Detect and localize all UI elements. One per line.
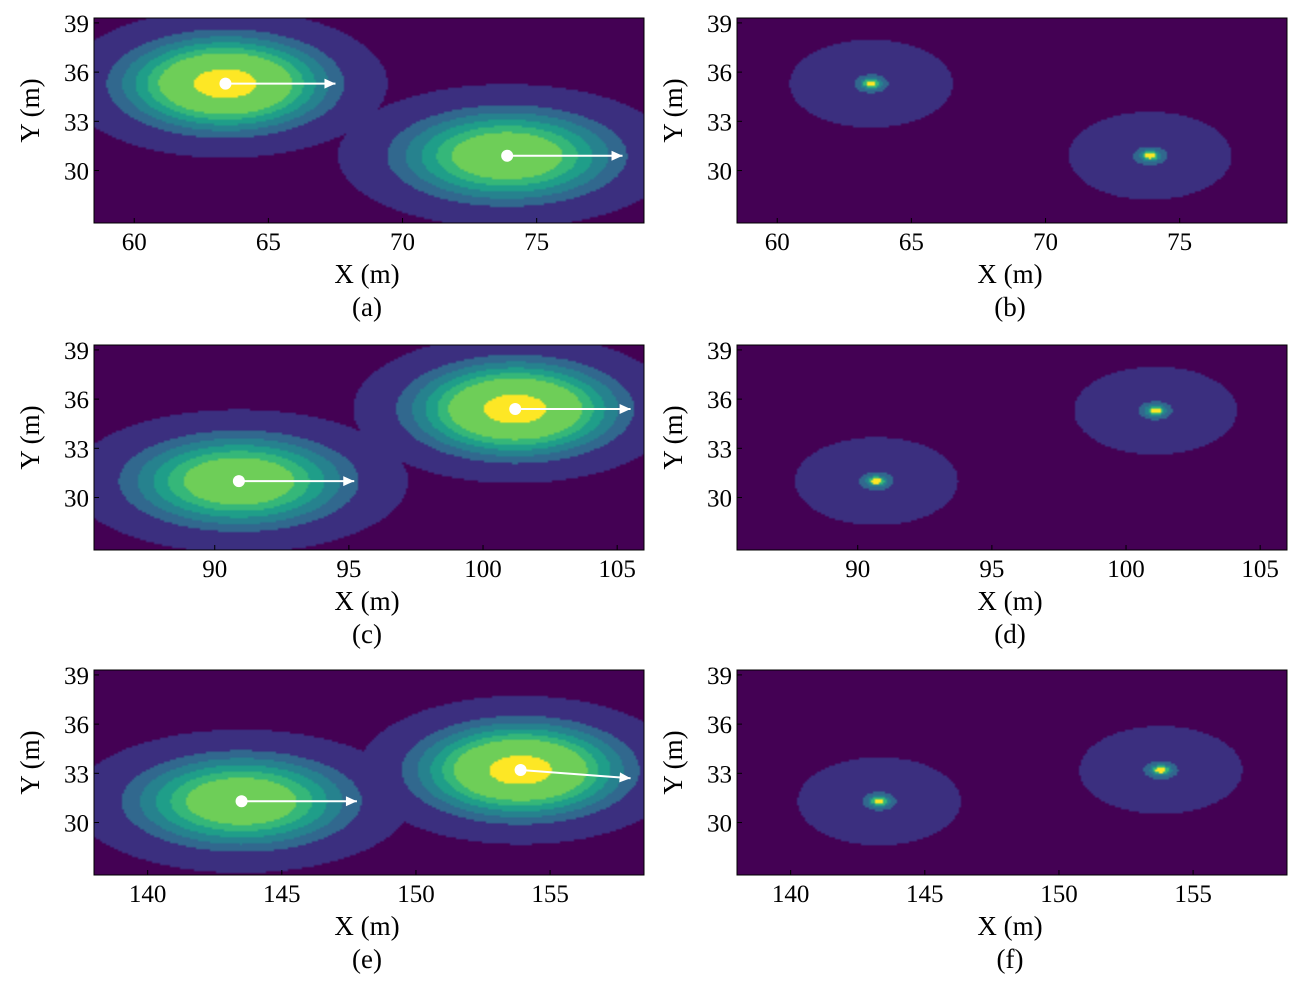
source-marker <box>232 475 245 488</box>
x-tick-label: 75 <box>1167 229 1192 256</box>
x-tick-label: 65 <box>256 229 281 256</box>
y-axis-label: Y (m) <box>15 405 45 469</box>
panel-d: 90 95 100 105 30 33 36 39 X (m) Y (m) (d) <box>658 338 1288 649</box>
x-tick-label: 145 <box>263 881 301 908</box>
y-tick-label: 30 <box>64 159 89 186</box>
y-axis-label: Y (m) <box>15 730 45 794</box>
x-tick-label: 105 <box>1241 556 1279 583</box>
plot-frame <box>93 344 645 551</box>
panel-label: (f) <box>997 944 1024 974</box>
y-tick-label: 39 <box>64 11 89 38</box>
x-tick-label: 140 <box>772 881 810 908</box>
y-axis-label: Y (m) <box>658 78 688 142</box>
velocity-arrow <box>520 769 631 780</box>
x-tick-label: 90 <box>845 556 870 583</box>
panel-c: 90 95 100 105 30 33 36 39 X (m) Y (m) (c) <box>15 338 645 649</box>
x-tick-label: 90 <box>202 556 227 583</box>
y-tick-label: 36 <box>707 60 732 87</box>
x-axis-label: X (m) <box>334 259 399 289</box>
y-tick-label: 33 <box>707 109 732 136</box>
arrow-head <box>343 476 355 487</box>
panel-b: 60 65 70 75 30 33 36 39 X (m) Y (m) (b) <box>658 11 1288 322</box>
x-tick-label: 100 <box>1107 556 1145 583</box>
x-tick-label: 75 <box>524 229 549 256</box>
arrow-head <box>611 150 623 161</box>
y-tick-label: 30 <box>707 486 732 513</box>
x-tick-label: 95 <box>979 556 1004 583</box>
panel-label: (b) <box>994 292 1025 322</box>
y-tick-label: 39 <box>707 338 732 365</box>
plot-frame <box>736 17 1288 224</box>
x-axis-label: X (m) <box>977 911 1042 941</box>
y-tick-label: 36 <box>64 60 89 87</box>
heatmap-field <box>94 345 644 550</box>
x-tick-label: 60 <box>122 229 147 256</box>
x-tick-label: 100 <box>464 556 502 583</box>
y-tick-label: 33 <box>707 761 732 788</box>
arrow-head <box>619 772 631 783</box>
x-tick-label: 155 <box>531 881 569 908</box>
y-tick-label: 30 <box>707 159 732 186</box>
x-tick-label: 70 <box>1033 229 1058 256</box>
y-tick-label: 36 <box>707 712 732 739</box>
y-tick-label: 33 <box>707 436 732 463</box>
x-axis-label: X (m) <box>334 586 399 616</box>
x-tick-label: 65 <box>899 229 924 256</box>
plot-frame <box>93 669 645 876</box>
x-axis-label: X (m) <box>334 911 399 941</box>
x-tick-label: 105 <box>598 556 636 583</box>
plot-frame <box>736 669 1288 876</box>
y-tick-label: 39 <box>64 338 89 365</box>
x-tick-label: 70 <box>390 229 415 256</box>
x-tick-label: 155 <box>1174 881 1212 908</box>
y-tick-label: 33 <box>64 109 89 136</box>
heatmap-field <box>94 18 644 223</box>
y-tick-label: 33 <box>64 436 89 463</box>
x-axis-label: X (m) <box>977 586 1042 616</box>
arrow-head <box>619 403 631 414</box>
source-marker <box>219 77 232 90</box>
y-tick-label: 30 <box>64 811 89 838</box>
x-axis-label: X (m) <box>977 259 1042 289</box>
panel-label: (a) <box>352 292 382 322</box>
y-tick-label: 30 <box>707 811 732 838</box>
source-marker <box>514 764 527 777</box>
x-tick-label: 60 <box>765 229 790 256</box>
y-tick-label: 30 <box>64 486 89 513</box>
heatmap-field <box>737 670 1287 875</box>
y-axis-label: Y (m) <box>15 78 45 142</box>
x-tick-label: 150 <box>397 881 435 908</box>
x-tick-label: 145 <box>906 881 944 908</box>
y-axis-label: Y (m) <box>658 730 688 794</box>
y-tick-label: 36 <box>64 712 89 739</box>
y-tick-label: 36 <box>64 387 89 414</box>
panel-label: (e) <box>352 944 382 974</box>
arrow-head <box>345 796 357 807</box>
y-tick-label: 39 <box>64 663 89 690</box>
plot-frame <box>93 17 645 224</box>
panel-label: (d) <box>994 619 1025 649</box>
plot-frame <box>736 344 1288 551</box>
panel-label: (c) <box>352 619 382 649</box>
heatmap-field <box>737 345 1287 550</box>
y-tick-label: 39 <box>707 663 732 690</box>
x-tick-label: 140 <box>129 881 167 908</box>
panel-f: 140 145 150 155 30 33 36 39 X (m) Y (m) (f) <box>658 663 1288 974</box>
source-marker <box>509 402 522 415</box>
x-tick-label: 150 <box>1040 881 1078 908</box>
y-tick-label: 36 <box>707 387 732 414</box>
arrow-head <box>324 78 336 89</box>
panel-a: 60 65 70 75 30 33 36 39 X (m) Y (m) (a) <box>15 11 645 322</box>
y-axis-label: Y (m) <box>658 405 688 469</box>
y-tick-label: 39 <box>707 11 732 38</box>
source-marker <box>235 795 248 808</box>
source-marker <box>501 149 514 162</box>
panel-e: 140 145 150 155 30 33 36 39 X (m) Y (m) (e) <box>15 663 645 974</box>
heatmap-field <box>737 18 1287 223</box>
y-tick-label: 33 <box>64 761 89 788</box>
x-tick-label: 95 <box>336 556 361 583</box>
